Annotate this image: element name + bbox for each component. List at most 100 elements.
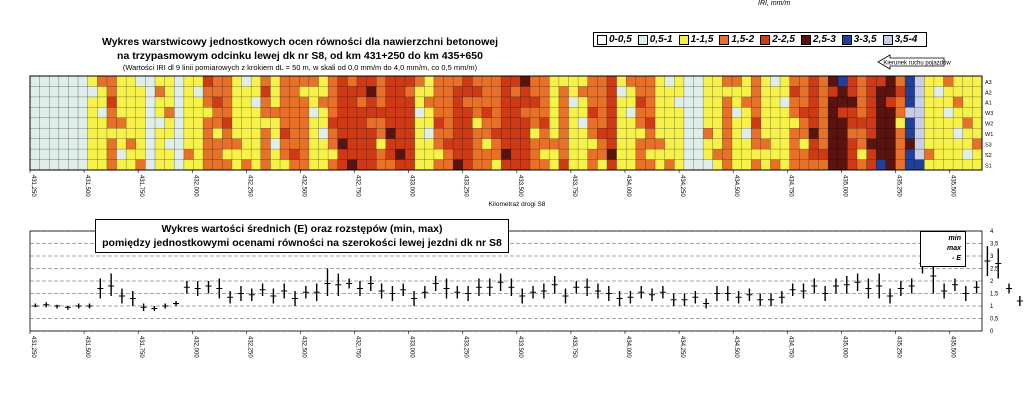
heatmap-cell [751,159,762,171]
heatmap-cell [491,117,502,129]
heatmap-cell [308,149,319,160]
legend-swatch [800,34,811,45]
heatmap-cell [414,159,425,171]
heatmap-cell [606,117,617,129]
heatmap-cell [58,107,69,119]
range-x-tick-label: 432,750 [355,336,361,358]
heatmap-cell [222,149,233,160]
heatmap-cell [914,117,925,129]
heatmap-cell [491,96,502,108]
heatmap-cell [597,107,608,119]
heatmap-cell [626,76,637,87]
heatmap-cell [943,86,954,98]
heatmap-cell [722,86,733,98]
heatmap-cell [193,117,204,129]
heatmap-cell [501,159,512,171]
heatmap-cell [818,138,829,150]
heatmap-cell [741,96,752,108]
heatmap-cell [953,96,964,108]
chart1-title-line2: na trzypasmowym odcinku lewej dk nr S8, … [117,50,483,62]
heatmap-cell [924,107,935,119]
heatmap-cell [481,76,492,87]
heatmap-cell [270,96,281,108]
heatmap-cell [443,159,454,171]
heatmap-cell [530,107,540,119]
heatmap-cell [97,107,108,119]
heatmap-cell [606,86,617,98]
heatmap-cell [356,128,367,139]
heatmap-cell [501,107,512,119]
heatmap-x-tick-label: 433,250 [463,175,469,197]
heatmap-x-tick-label: 432,750 [355,175,361,197]
heatmap-cell [770,96,781,108]
heatmap-cell [693,117,704,129]
heatmap-cell [155,107,165,119]
heatmap-cell [712,107,723,119]
heatmap-cell [318,138,329,150]
heatmap-cell [116,128,127,139]
heatmap-cell [520,117,531,129]
heatmap-cell [578,86,589,98]
heatmap-cell [174,86,185,98]
heatmap-cell [876,76,887,87]
heatmap-cell [251,96,262,108]
heatmap-cell [126,76,137,87]
heatmap-cell [510,128,521,139]
heatmap-cell [645,138,656,150]
heatmap-cell [453,138,464,150]
heatmap-cell [789,76,800,87]
heatmap-cell [578,159,589,171]
heatmap-cell [106,76,117,87]
heatmap-cell [789,107,800,119]
heatmap-cell [356,159,367,171]
heatmap-cell [78,149,88,160]
heatmap-cell [193,96,204,108]
heatmap-cell [760,159,771,171]
heatmap-cell [808,138,819,150]
heatmap-cell [645,107,656,119]
heatmap-cell [39,159,50,171]
heatmap-cell [722,159,733,171]
heatmap-cell [693,96,704,108]
heatmap-cell [135,138,146,150]
heatmap-cell [289,138,300,150]
heatmap-cell [933,128,944,139]
heatmap-cell [116,86,127,98]
heatmap-cell [626,117,637,129]
heatmap-cell [135,159,146,171]
heatmap-cell [626,138,637,150]
range-y-tick-label: 4 [990,229,994,235]
heatmap-cell [780,117,790,129]
heatmap-cell [558,117,569,129]
heatmap-cell [203,149,214,160]
heatmap-cell [943,117,954,129]
heatmap-cell [924,96,935,108]
heatmap-cell [68,107,79,119]
range-y-tick-label: 3 [990,254,994,260]
heatmap-cell [472,96,483,108]
heatmap-cell [568,96,579,108]
heatmap-cell [712,76,723,87]
heatmap-cell [837,107,848,119]
heatmap-cell [866,76,877,87]
heatmap-cell [424,117,435,129]
heatmap-cell [655,149,665,160]
heatmap-cell [693,149,704,160]
legend-swatch [719,34,730,45]
heatmap-cell [453,76,464,87]
heatmap-cell [712,138,723,150]
heatmap-cell [231,96,242,108]
heatmap-cell [164,159,175,171]
heatmap-cell [972,107,983,119]
heatmap-cell [799,149,810,160]
heatmap-cell [760,86,771,98]
heatmap-cell [405,159,415,171]
heatmap-cell [962,76,973,87]
heatmap-cell [433,159,444,171]
heatmap-cell [799,107,810,119]
heatmap-cell [847,159,858,171]
heatmap-cell [751,107,762,119]
heatmap-cell [818,86,829,98]
heatmap-cell [135,128,146,139]
heatmap-cell [453,86,464,98]
